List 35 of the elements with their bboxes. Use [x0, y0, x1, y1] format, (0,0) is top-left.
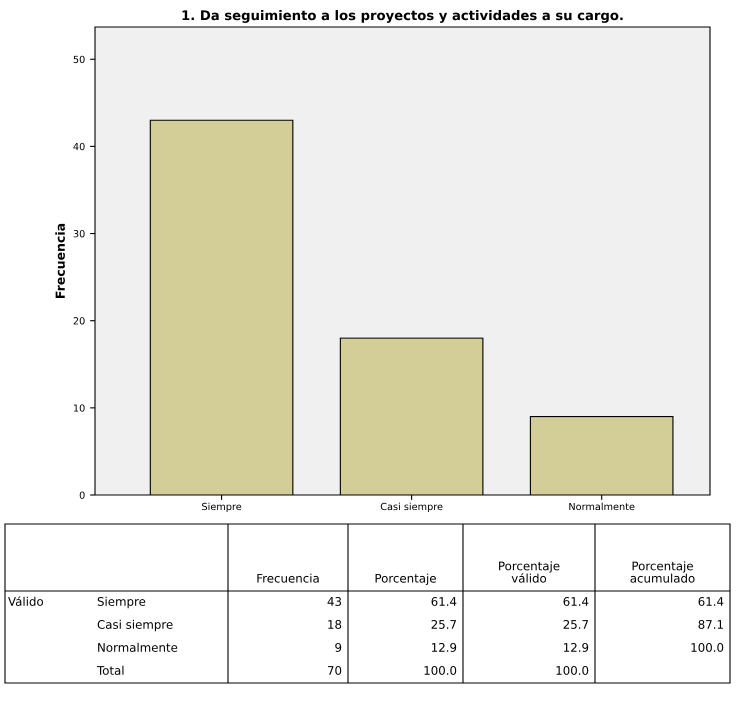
- y-tick-label: 20: [74, 317, 85, 325]
- text: Total: [96, 666, 124, 675]
- chart-title: 1. Da seguimiento a los proyectos y actividades a su cargo.: [182, 10, 623, 23]
- category-label: Normalmente: [98, 642, 178, 652]
- y-tick-label: 10: [74, 404, 85, 412]
- x-tick-label: Normalmente: [569, 502, 634, 510]
- text: 70: [328, 666, 342, 675]
- text: 61.4: [698, 596, 724, 606]
- text: Porcentaje válido: [499, 561, 560, 583]
- text: Porcentaje acumulado: [630, 561, 695, 583]
- text: 25.7: [432, 620, 456, 629]
- x-tick-label: Siempre: [202, 502, 242, 512]
- y-tick-label: 30: [74, 230, 85, 238]
- text: 18: [328, 620, 342, 629]
- x-tick-label: Casi siempre: [380, 502, 442, 512]
- text: 43: [328, 596, 342, 606]
- category-label: Siempre: [98, 596, 146, 608]
- text: 100.0: [424, 666, 456, 675]
- text: 12.9: [564, 642, 588, 652]
- text: Válido: [8, 596, 44, 606]
- text: Frecuencia: [257, 574, 319, 583]
- y-tick-label: 50: [74, 56, 85, 64]
- text: 100.0: [556, 666, 588, 675]
- text: 61.4: [564, 596, 588, 606]
- text: 9: [335, 642, 342, 652]
- text: 100.0: [692, 642, 724, 652]
- y-tick-label: 0: [80, 491, 85, 499]
- text: 87.1: [698, 620, 723, 629]
- text: 12.9: [432, 642, 456, 652]
- category-label: Casi siempre: [98, 620, 173, 632]
- text: Porcentaje: [376, 574, 436, 585]
- text: 25.7: [564, 620, 588, 629]
- text: 61.4: [432, 596, 456, 606]
- y-axis-title: Frecuencia: [55, 224, 65, 298]
- y-tick-label: 40: [73, 142, 85, 150]
